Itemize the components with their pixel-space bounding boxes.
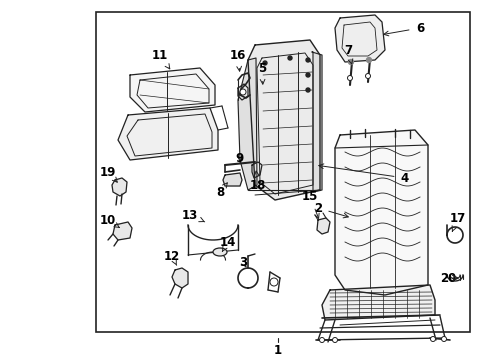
Text: 20: 20 — [439, 271, 455, 284]
Text: 17: 17 — [449, 212, 465, 231]
Text: 9: 9 — [235, 152, 244, 165]
Circle shape — [305, 58, 309, 62]
Polygon shape — [247, 40, 319, 200]
Polygon shape — [321, 285, 434, 320]
Bar — [96, 12, 469, 332]
Text: 10: 10 — [100, 213, 119, 228]
Text: 2: 2 — [313, 202, 347, 218]
Circle shape — [366, 58, 371, 63]
Polygon shape — [334, 15, 384, 62]
Circle shape — [441, 337, 446, 342]
Circle shape — [269, 278, 278, 286]
Text: 18: 18 — [249, 171, 265, 192]
Text: 15: 15 — [301, 189, 319, 219]
Polygon shape — [238, 58, 257, 190]
Circle shape — [263, 61, 266, 65]
Polygon shape — [223, 173, 242, 186]
Text: 1: 1 — [273, 343, 282, 356]
Polygon shape — [112, 178, 127, 196]
Polygon shape — [311, 52, 321, 192]
Circle shape — [348, 59, 353, 64]
Text: 13: 13 — [182, 208, 204, 222]
Text: 5: 5 — [257, 62, 265, 84]
Polygon shape — [113, 222, 132, 240]
Circle shape — [347, 76, 352, 81]
Circle shape — [240, 89, 245, 95]
Circle shape — [305, 73, 309, 77]
Text: 8: 8 — [215, 183, 227, 198]
Polygon shape — [251, 162, 262, 178]
Polygon shape — [130, 68, 215, 112]
Circle shape — [287, 56, 291, 60]
Ellipse shape — [213, 248, 226, 256]
Circle shape — [332, 338, 337, 342]
Polygon shape — [238, 84, 247, 100]
Polygon shape — [118, 108, 218, 160]
Text: 16: 16 — [229, 49, 245, 71]
Text: 3: 3 — [239, 256, 246, 269]
Polygon shape — [334, 130, 427, 295]
Circle shape — [305, 88, 309, 92]
Text: 11: 11 — [152, 49, 169, 69]
Polygon shape — [316, 218, 329, 234]
Text: 7: 7 — [343, 44, 352, 64]
Circle shape — [365, 73, 370, 78]
Circle shape — [429, 337, 435, 342]
Text: 4: 4 — [318, 164, 408, 185]
Text: 14: 14 — [220, 235, 236, 251]
Text: 19: 19 — [100, 166, 117, 182]
Text: 6: 6 — [383, 22, 423, 36]
Polygon shape — [172, 268, 187, 288]
Text: 12: 12 — [163, 249, 180, 265]
Circle shape — [319, 338, 324, 342]
